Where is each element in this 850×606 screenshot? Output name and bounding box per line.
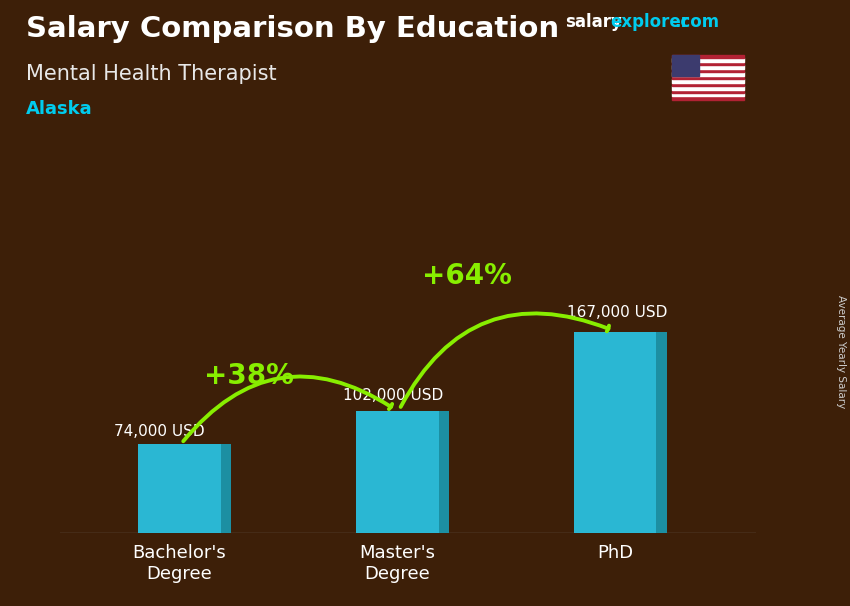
Text: Average Yearly Salary: Average Yearly Salary — [836, 295, 846, 408]
Bar — [574, 333, 656, 533]
Bar — [672, 58, 744, 62]
Text: Alaska: Alaska — [26, 100, 92, 118]
Bar — [672, 62, 744, 65]
Polygon shape — [439, 411, 450, 533]
Bar — [672, 86, 744, 90]
Text: explorer: explorer — [610, 13, 689, 32]
Bar — [138, 444, 221, 533]
Bar — [672, 55, 699, 76]
Bar — [672, 76, 744, 79]
Text: 102,000 USD: 102,000 USD — [343, 388, 443, 403]
Bar — [672, 96, 744, 100]
Polygon shape — [221, 444, 231, 533]
Text: 74,000 USD: 74,000 USD — [114, 424, 205, 439]
Text: Salary Comparison By Education: Salary Comparison By Education — [26, 15, 558, 43]
Bar — [672, 79, 744, 82]
Text: +64%: +64% — [422, 262, 512, 290]
Bar — [672, 55, 744, 58]
Bar — [672, 82, 744, 86]
Bar — [356, 411, 439, 533]
Text: +38%: +38% — [204, 362, 294, 390]
Bar — [672, 93, 744, 96]
Bar — [672, 72, 744, 76]
Text: Mental Health Therapist: Mental Health Therapist — [26, 64, 276, 84]
Bar — [672, 68, 744, 72]
Bar — [672, 65, 744, 68]
Text: 167,000 USD: 167,000 USD — [567, 305, 667, 321]
Text: salary: salary — [565, 13, 622, 32]
Bar — [672, 90, 744, 93]
Polygon shape — [656, 333, 667, 533]
Text: .com: .com — [674, 13, 719, 32]
